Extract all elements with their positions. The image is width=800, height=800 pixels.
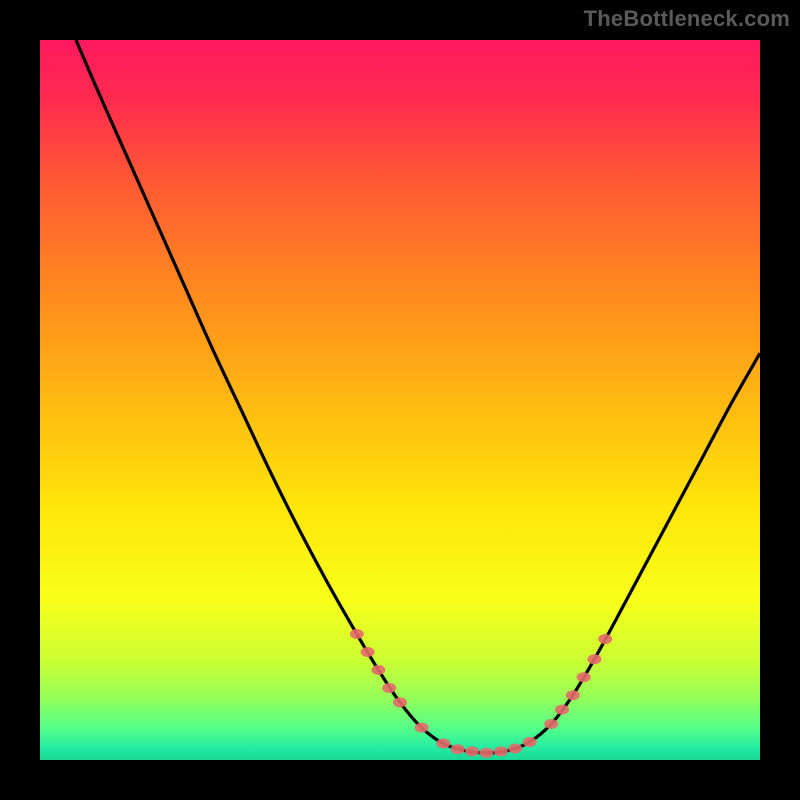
curve-marker bbox=[451, 744, 465, 754]
curve-marker bbox=[436, 738, 450, 748]
curve-marker bbox=[415, 723, 429, 733]
curve-marker bbox=[508, 743, 522, 753]
chart-frame: TheBottleneck.com bbox=[0, 0, 800, 800]
plot-area bbox=[40, 40, 760, 760]
curve-marker bbox=[465, 746, 479, 756]
watermark-text: TheBottleneck.com bbox=[584, 6, 790, 32]
curve-marker bbox=[393, 697, 407, 707]
curve-marker bbox=[587, 654, 601, 664]
curve-markers bbox=[350, 629, 612, 758]
curve-marker bbox=[371, 665, 385, 675]
curve-marker bbox=[544, 719, 558, 729]
curve-marker bbox=[361, 647, 375, 657]
curve-marker bbox=[494, 746, 508, 756]
curve-marker bbox=[566, 690, 580, 700]
curve-marker bbox=[555, 705, 569, 715]
curve-marker bbox=[350, 629, 364, 639]
curve-marker bbox=[598, 634, 612, 644]
curve-marker bbox=[479, 748, 493, 758]
curve-marker bbox=[577, 672, 591, 682]
curve-layer bbox=[40, 40, 760, 760]
curve-marker bbox=[523, 737, 537, 747]
curve-marker bbox=[382, 683, 396, 693]
bottleneck-curve bbox=[76, 40, 760, 753]
